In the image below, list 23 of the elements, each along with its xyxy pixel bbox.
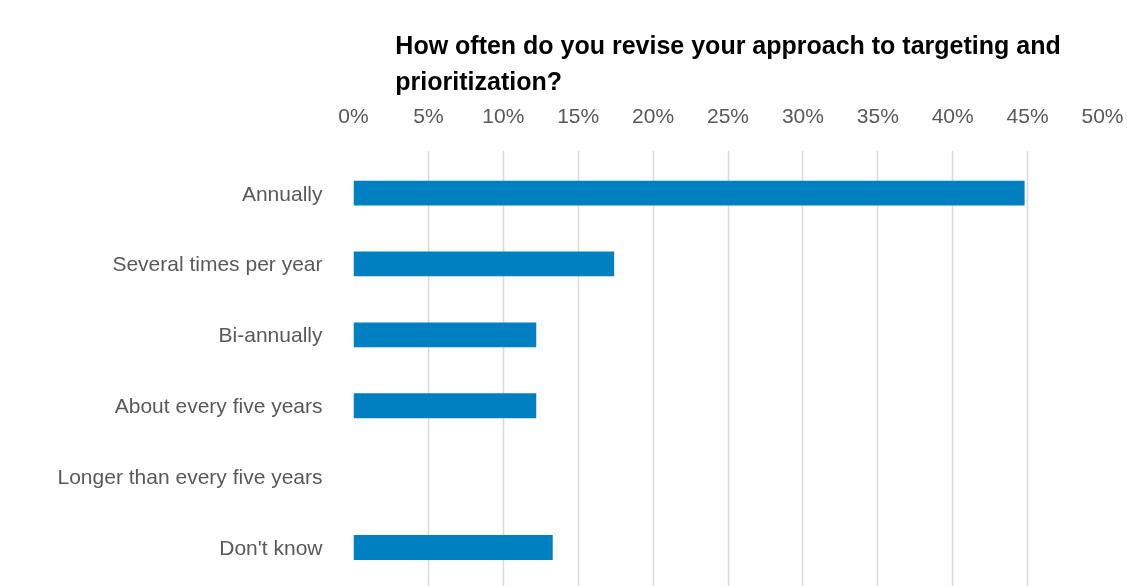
y-tick-label: Longer than every five years	[57, 465, 323, 489]
x-tick-label: 50%	[1081, 103, 1124, 127]
x-tick-label: 40%	[931, 103, 974, 127]
x-tick-label: 35%	[856, 103, 899, 127]
bar	[353, 535, 553, 560]
x-tick-label: 30%	[781, 103, 824, 127]
x-tick-label: 15%	[557, 103, 600, 127]
bar	[353, 393, 537, 419]
x-tick-label: 0%	[338, 103, 369, 127]
y-tick-label: About every five years	[114, 394, 323, 418]
x-tick-label: 25%	[706, 103, 750, 127]
y-tick-label: Don't know	[219, 536, 324, 560]
y-tick-label: Annually	[241, 181, 323, 205]
x-tick-label: 10%	[482, 103, 525, 127]
chart-title: How often do you revise your approach to targeting and prioritization?	[395, 31, 1061, 96]
x-tick-label: 5%	[413, 103, 444, 127]
bar	[353, 251, 615, 277]
x-tick-label: 45%	[1006, 103, 1049, 127]
y-tick-label: Bi-annually	[218, 323, 323, 347]
bar	[353, 180, 1025, 206]
x-tick-label: 20%	[632, 103, 675, 127]
bar	[353, 322, 537, 348]
y-tick-label: Several times per year	[112, 252, 323, 276]
